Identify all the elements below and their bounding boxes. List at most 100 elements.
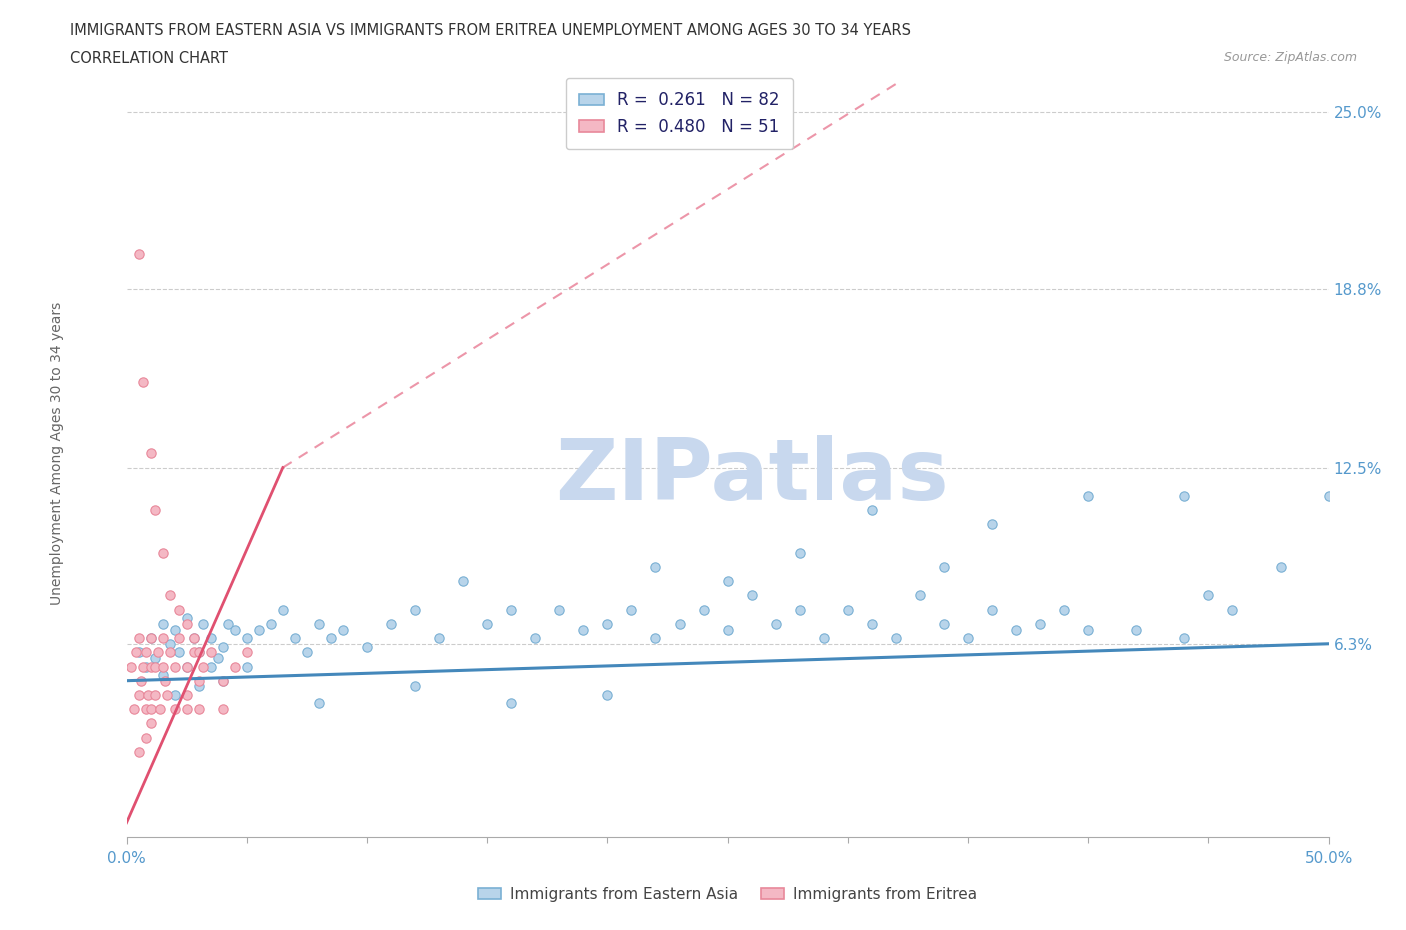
Point [235,644,259,659]
Point [122,702,145,717]
Point [152,545,174,560]
Point [163,687,186,702]
Point [211,673,233,688]
Point [524,631,547,645]
Point [644,631,666,645]
Point [404,679,426,694]
Point [332,622,354,637]
Point [139,716,162,731]
Point [1005,622,1028,637]
Point [145,687,167,702]
Point [139,446,162,461]
Point [380,617,402,631]
Point [163,659,186,674]
Point [308,617,330,631]
Point [217,617,239,631]
Point [135,702,157,717]
Point [235,631,259,645]
Point [908,588,931,603]
Point [176,611,198,626]
Point [187,644,209,659]
Point [187,644,209,659]
Point [207,651,229,666]
Point [176,687,198,702]
Point [163,622,186,637]
Point [193,617,215,631]
Point [132,659,155,674]
Point [837,603,859,618]
Point [668,617,690,631]
Point [741,588,763,603]
Point [132,375,155,390]
Point [932,560,955,575]
Point [169,631,191,645]
Point [193,659,215,674]
Text: Source: ZipAtlas.com: Source: ZipAtlas.com [1223,51,1357,64]
Point [981,517,1004,532]
Point [152,617,174,631]
Point [765,617,787,631]
Point [501,696,523,711]
Point [159,644,181,659]
Point [284,631,307,645]
Point [129,673,152,688]
Point [211,702,233,717]
Text: IMMIGRANTS FROM EASTERN ASIA VS IMMIGRANTS FROM ERITREA UNEMPLOYMENT AMONG AGES : IMMIGRANTS FROM EASTERN ASIA VS IMMIGRAN… [70,23,911,38]
Point [156,687,179,702]
Point [1173,488,1195,503]
Legend: Immigrants from Eastern Asia, Immigrants from Eritrea: Immigrants from Eastern Asia, Immigrants… [465,874,990,914]
Point [1197,588,1219,603]
Point [1125,622,1147,637]
Point [295,644,318,659]
Point [152,668,174,683]
Point [200,659,222,674]
Point [128,247,150,262]
Point [596,617,619,631]
Point [200,644,222,659]
Point [224,659,246,674]
Point [813,631,835,645]
Y-axis label: Unemployment Among Ages 30 to 34 years: Unemployment Among Ages 30 to 34 years [51,301,65,605]
Point [716,622,740,637]
Point [1270,560,1292,575]
Point [139,631,162,645]
Point [139,702,162,717]
Point [356,639,378,654]
Point [135,659,157,674]
Point [176,702,198,717]
Point [596,687,619,702]
Point [139,659,162,674]
Text: ZIPatlas: ZIPatlas [555,435,949,518]
Point [152,631,174,645]
Point [260,617,283,631]
Point [136,687,159,702]
Point [956,631,979,645]
Point [135,644,157,659]
Point [427,631,450,645]
Point [1317,488,1340,503]
Point [716,574,740,589]
Point [451,574,474,589]
Point [176,659,198,674]
Point [981,603,1004,618]
Point [789,545,811,560]
Point [475,617,498,631]
Point [692,603,714,618]
Point [176,659,198,674]
Point [183,631,205,645]
Point [176,617,198,631]
Point [187,679,209,694]
Point [235,659,259,674]
Point [548,603,571,618]
Point [145,659,167,674]
Point [271,603,294,618]
Point [128,744,150,759]
Point [125,644,148,659]
Point [572,622,595,637]
Point [163,702,186,717]
Point [789,603,811,618]
Point [145,651,167,666]
Point [120,659,142,674]
Point [620,603,643,618]
Point [128,631,150,645]
